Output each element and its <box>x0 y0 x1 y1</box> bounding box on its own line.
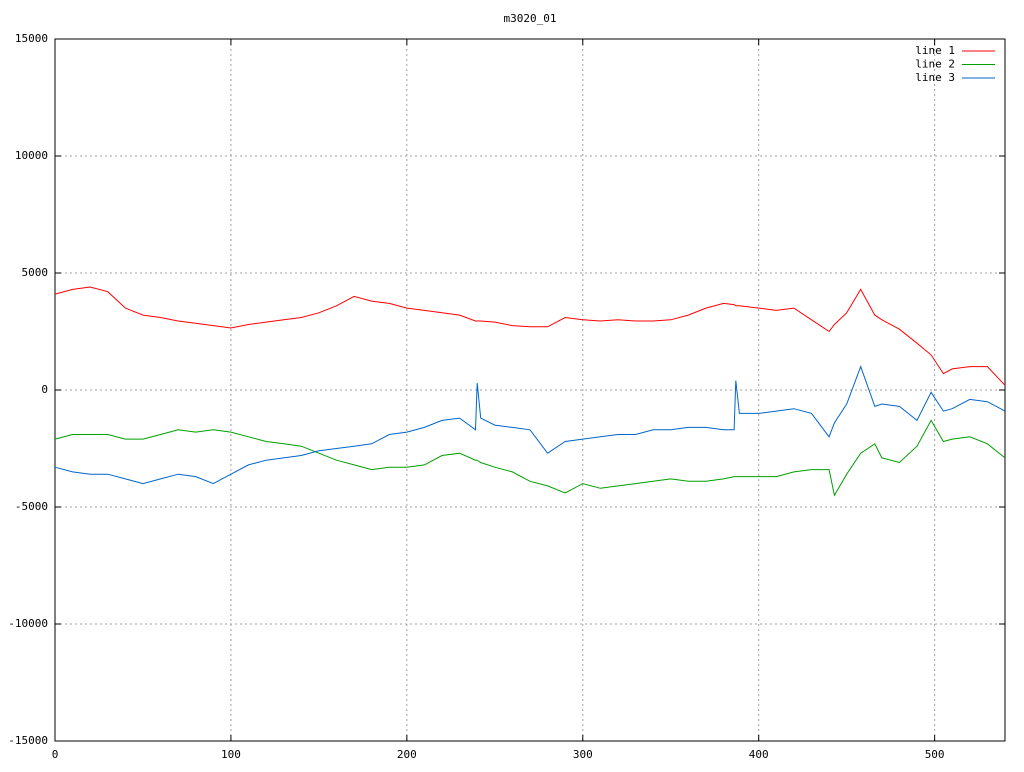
x-tick-label: 200 <box>397 748 417 761</box>
chart-title: m3020_01 <box>504 12 557 25</box>
y-tick-label: 10000 <box>15 149 48 162</box>
plot-frame <box>54 38 1006 742</box>
y-tick-label: -5000 <box>15 500 48 513</box>
legend-label: line 2 <box>915 58 955 71</box>
x-tick-label: 300 <box>573 748 593 761</box>
data-line <box>54 419 1006 497</box>
y-tick-label: 5000 <box>22 266 49 279</box>
data-line <box>54 365 1006 485</box>
legend-label: line 1 <box>915 44 955 57</box>
x-tick-label: 0 <box>52 748 59 761</box>
x-tick-label: 100 <box>221 748 241 761</box>
x-tick-label: 500 <box>925 748 945 761</box>
data-line <box>54 286 1006 386</box>
y-tick-label: 0 <box>41 383 48 396</box>
x-tick-label: 400 <box>749 748 769 761</box>
y-tick-label: -10000 <box>8 617 48 630</box>
y-tick-label: -15000 <box>8 734 48 747</box>
legend-label: line 3 <box>915 71 955 84</box>
y-tick-label: 15000 <box>15 32 48 45</box>
